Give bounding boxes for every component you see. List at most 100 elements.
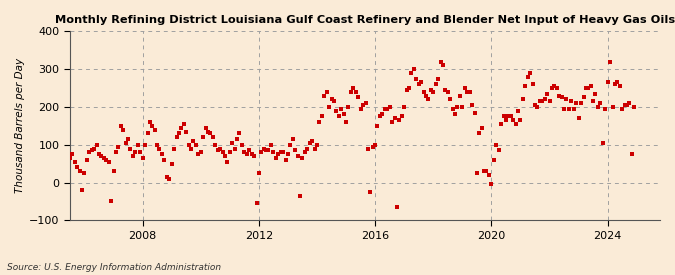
Point xyxy=(232,137,242,141)
Point xyxy=(362,146,373,151)
Point xyxy=(564,107,574,111)
Point xyxy=(295,194,306,198)
Point xyxy=(542,92,553,96)
Point xyxy=(101,158,111,162)
Point xyxy=(484,173,495,177)
Point xyxy=(57,133,68,138)
Point xyxy=(495,122,506,126)
Point xyxy=(132,142,143,147)
Point xyxy=(450,112,460,117)
Point xyxy=(254,171,265,175)
Point xyxy=(610,82,620,86)
Point xyxy=(326,97,337,101)
Point xyxy=(493,148,504,153)
Point xyxy=(506,114,516,119)
Point xyxy=(217,150,228,155)
Point xyxy=(173,131,184,136)
Point xyxy=(464,90,475,94)
Point xyxy=(474,131,485,136)
Point xyxy=(142,131,153,136)
Point xyxy=(554,94,564,98)
Point xyxy=(222,160,233,164)
Point xyxy=(205,131,216,136)
Point xyxy=(435,59,446,64)
Point xyxy=(411,76,422,81)
Point xyxy=(140,142,151,147)
Point xyxy=(314,120,325,124)
Point xyxy=(251,201,262,205)
Point xyxy=(455,94,466,98)
Point xyxy=(448,107,458,111)
Point xyxy=(437,63,448,68)
Point xyxy=(304,141,315,145)
Point xyxy=(202,129,213,134)
Point xyxy=(549,84,560,88)
Point xyxy=(72,165,82,170)
Point xyxy=(62,150,73,155)
Point xyxy=(503,114,514,119)
Point xyxy=(612,80,622,85)
Point xyxy=(617,107,628,111)
Point xyxy=(624,101,635,105)
Point xyxy=(408,67,419,71)
Point xyxy=(452,105,463,109)
Point xyxy=(82,158,92,162)
Point xyxy=(358,103,369,107)
Point xyxy=(239,150,250,155)
Point xyxy=(343,105,354,109)
Point xyxy=(486,182,497,187)
Point xyxy=(190,142,201,147)
Point xyxy=(513,109,524,113)
Point xyxy=(53,167,63,172)
Point xyxy=(595,101,606,105)
Point xyxy=(593,105,603,109)
Point xyxy=(288,137,298,141)
Point xyxy=(183,142,194,147)
Point xyxy=(406,71,417,75)
Point xyxy=(367,144,378,149)
Point xyxy=(585,84,596,88)
Point xyxy=(103,160,114,164)
Point xyxy=(55,135,65,139)
Point xyxy=(423,97,434,101)
Point xyxy=(224,150,235,155)
Point xyxy=(559,107,570,111)
Point xyxy=(246,152,257,156)
Point xyxy=(605,59,616,64)
Point xyxy=(394,118,405,122)
Point xyxy=(568,107,579,111)
Point xyxy=(70,160,80,164)
Point xyxy=(300,150,310,155)
Point xyxy=(629,105,640,109)
Point xyxy=(237,142,248,147)
Point xyxy=(392,205,402,209)
Point xyxy=(135,150,146,155)
Point xyxy=(421,94,431,98)
Point xyxy=(266,142,277,147)
Point xyxy=(195,150,206,155)
Point xyxy=(219,154,230,158)
Point xyxy=(384,105,395,109)
Point xyxy=(263,148,274,153)
Point xyxy=(200,125,211,130)
Point xyxy=(457,105,468,109)
Point xyxy=(501,118,512,122)
Point xyxy=(120,141,131,145)
Point xyxy=(113,144,124,149)
Point xyxy=(418,90,429,94)
Point xyxy=(149,127,160,132)
Point xyxy=(471,171,482,175)
Point xyxy=(445,97,456,101)
Point xyxy=(614,84,625,88)
Point xyxy=(430,82,441,86)
Point xyxy=(321,90,332,94)
Point xyxy=(481,169,492,174)
Point xyxy=(566,99,576,103)
Point xyxy=(588,99,599,103)
Point xyxy=(292,154,303,158)
Point xyxy=(256,150,267,155)
Point xyxy=(290,148,300,153)
Point xyxy=(537,99,547,103)
Point xyxy=(152,142,163,147)
Point xyxy=(215,146,225,151)
